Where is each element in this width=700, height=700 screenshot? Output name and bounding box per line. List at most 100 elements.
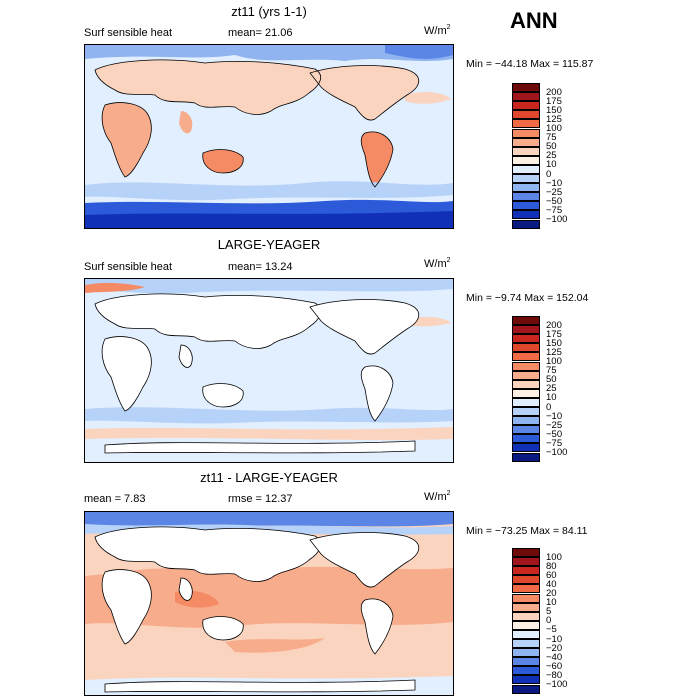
colorbar-label: −40 — [546, 651, 563, 663]
colorbar-swatch — [512, 639, 540, 649]
colorbar-swatch — [512, 92, 540, 102]
colorbar-swatch — [512, 407, 540, 417]
colorbar-swatch — [512, 416, 540, 426]
colorbar-label: 10 — [546, 597, 557, 609]
panel-2-variable: Surf sensible heat — [84, 261, 173, 273]
panel-2-map-svg — [85, 279, 453, 462]
panel-1-mean: mean= 21.06 — [228, 27, 293, 39]
colorbar-swatch — [512, 164, 540, 174]
colorbar-label: 0 — [546, 401, 552, 413]
panel-3-mean: mean = 7.83 — [84, 493, 146, 505]
colorbar-label: 60 — [546, 569, 557, 581]
colorbar-label: −25 — [546, 419, 563, 431]
colorbar-label: 25 — [546, 383, 557, 395]
colorbar-label: 100 — [546, 551, 562, 563]
colorbar-swatch — [512, 316, 540, 326]
colorbar-swatch — [512, 155, 540, 165]
colorbar-label: 80 — [546, 560, 557, 572]
colorbar-swatch — [512, 657, 540, 667]
colorbar-swatch — [512, 684, 540, 694]
colorbar-label: −5 — [546, 624, 557, 636]
colorbar-label: −10 — [546, 633, 563, 645]
colorbar-label: 50 — [546, 141, 557, 153]
season-title: ANN — [510, 8, 558, 33]
colorbar-label: 175 — [546, 95, 562, 107]
panel-3-units: W/m2 — [424, 490, 451, 503]
colorbar-label: 150 — [546, 104, 562, 116]
colorbar-label: −25 — [546, 186, 563, 198]
colorbar-swatch — [512, 629, 540, 639]
colorbar-label: −50 — [546, 428, 563, 440]
colorbar-swatch — [512, 343, 540, 353]
colorbar-swatch — [512, 334, 540, 344]
panel-2-map — [84, 278, 454, 463]
panel-3-map-svg — [85, 512, 453, 695]
colorbar-swatch — [512, 602, 540, 612]
colorbar-swatch — [512, 593, 540, 603]
colorbar-label: 75 — [546, 365, 557, 377]
colorbar-swatch — [512, 425, 540, 435]
panel-2-minmax: Min = −9.74 Max = 152.04 — [466, 292, 589, 304]
colorbar-swatch — [512, 174, 540, 184]
colorbar-swatch — [512, 584, 540, 594]
panel-1-title: zt11 (yrs 1-1) — [231, 4, 307, 19]
panel-2-title: LARGE-YEAGER — [217, 237, 321, 252]
colorbar-label: −100 — [546, 447, 568, 458]
colorbar-label: −20 — [546, 642, 563, 654]
colorbar-label: 100 — [546, 356, 562, 367]
panel-1-variable: Surf sensible heat — [84, 27, 173, 39]
colorbar-label: −100 — [546, 679, 568, 690]
panel-3-title: zt11 - LARGE-YEAGER — [200, 470, 338, 485]
colorbar-swatch — [512, 452, 540, 462]
colorbar-label: −100 — [546, 214, 568, 225]
panel-3-map — [84, 511, 454, 696]
colorbar-swatch — [512, 566, 540, 576]
colorbar-label: 10 — [546, 392, 557, 404]
colorbar-swatch — [512, 352, 540, 362]
colorbar-swatch — [512, 434, 540, 444]
colorbar-swatch — [512, 210, 540, 220]
colorbar-label: 200 — [546, 86, 562, 98]
panel-2-mean: mean= 13.24 — [228, 261, 293, 273]
colorbar-swatch — [512, 443, 540, 453]
colorbar-swatch — [512, 219, 540, 229]
panel-1-minmax: Min = −44.18 Max = 115.87 — [466, 58, 594, 70]
colorbar-swatch — [512, 183, 540, 193]
colorbar-swatch — [512, 388, 540, 398]
colorbar-swatch — [512, 575, 540, 585]
colorbar-swatch — [512, 119, 540, 129]
colorbar-swatch — [512, 128, 540, 138]
colorbar-swatch — [512, 325, 540, 335]
panel-1-map-svg — [85, 45, 453, 228]
colorbar-swatch — [512, 611, 540, 621]
colorbar-swatch — [512, 110, 540, 120]
colorbar-label: 0 — [546, 168, 552, 180]
colorbar-swatch — [512, 83, 540, 93]
colorbar-label: 125 — [546, 113, 562, 125]
panel-2-units: W/m2 — [424, 257, 451, 270]
panel-3-minmax: Min = −73.25 Max = 84.11 — [466, 525, 588, 537]
colorbar-label: 75 — [546, 132, 557, 144]
colorbar-swatch — [512, 675, 540, 685]
colorbar-label: 175 — [546, 328, 562, 340]
colorbar-label: −75 — [546, 204, 563, 216]
colorbar-swatch — [512, 192, 540, 202]
colorbar-label: 150 — [546, 337, 562, 349]
colorbar-swatch — [512, 620, 540, 630]
colorbar-swatch — [512, 557, 540, 567]
colorbar-swatch — [512, 379, 540, 389]
panel-1-units: W/m2 — [424, 24, 451, 37]
colorbar-label: −60 — [546, 660, 563, 672]
colorbar-label: 10 — [546, 159, 557, 171]
colorbar-swatch — [512, 648, 540, 658]
colorbar-label: 0 — [546, 615, 552, 627]
colorbar-label: 50 — [546, 374, 557, 386]
colorbar-label: 5 — [546, 606, 552, 618]
colorbar-swatch — [512, 548, 540, 558]
colorbar-label: 200 — [546, 319, 562, 331]
colorbar-swatch — [512, 397, 540, 407]
colorbar-swatch — [512, 146, 540, 156]
colorbar-label: −80 — [546, 669, 563, 681]
colorbar-swatch — [512, 101, 540, 111]
colorbar-label: −10 — [546, 177, 563, 189]
